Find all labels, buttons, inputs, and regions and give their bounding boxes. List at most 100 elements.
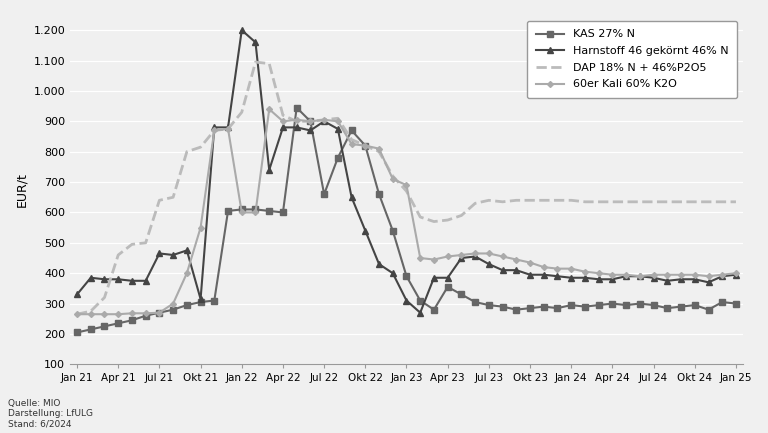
DAP 18% N + 46%P2O5 <box>292 119 301 124</box>
DAP 18% N + 46%P2O5 <box>402 189 411 194</box>
60er Kali 60% K2O <box>333 119 343 124</box>
60er Kali 60% K2O <box>196 225 205 230</box>
Harnstoff 46 gekörnt 46% N <box>375 262 384 267</box>
60er Kali 60% K2O <box>141 311 151 316</box>
60er Kali 60% K2O <box>471 251 480 256</box>
DAP 18% N + 46%P2O5 <box>333 116 343 121</box>
DAP 18% N + 46%P2O5 <box>127 242 137 247</box>
DAP 18% N + 46%P2O5 <box>553 198 562 203</box>
DAP 18% N + 46%P2O5 <box>498 199 507 204</box>
DAP 18% N + 46%P2O5 <box>100 295 109 300</box>
DAP 18% N + 46%P2O5 <box>182 149 191 154</box>
60er Kali 60% K2O <box>567 266 576 271</box>
Harnstoff 46 gekörnt 46% N <box>677 277 686 282</box>
Harnstoff 46 gekörnt 46% N <box>168 252 177 258</box>
DAP 18% N + 46%P2O5 <box>511 198 521 203</box>
Harnstoff 46 gekörnt 46% N <box>72 292 81 297</box>
Harnstoff 46 gekörnt 46% N <box>457 255 466 261</box>
Line: Harnstoff 46 gekörnt 46% N: Harnstoff 46 gekörnt 46% N <box>74 27 739 316</box>
DAP 18% N + 46%P2O5 <box>539 198 548 203</box>
Harnstoff 46 gekörnt 46% N <box>511 268 521 273</box>
Harnstoff 46 gekörnt 46% N <box>319 119 329 124</box>
DAP 18% N + 46%P2O5 <box>361 143 370 148</box>
60er Kali 60% K2O <box>581 269 590 274</box>
60er Kali 60% K2O <box>168 301 177 306</box>
DAP 18% N + 46%P2O5 <box>210 128 219 133</box>
DAP 18% N + 46%P2O5 <box>621 199 631 204</box>
60er Kali 60% K2O <box>731 271 740 276</box>
DAP 18% N + 46%P2O5 <box>196 145 205 150</box>
Harnstoff 46 gekörnt 46% N <box>127 278 137 283</box>
60er Kali 60% K2O <box>155 310 164 315</box>
Harnstoff 46 gekörnt 46% N <box>607 277 617 282</box>
Harnstoff 46 gekörnt 46% N <box>278 125 287 130</box>
DAP 18% N + 46%P2O5 <box>388 173 397 178</box>
Harnstoff 46 gekörnt 46% N <box>210 125 219 130</box>
KAS 27% N <box>443 284 452 290</box>
60er Kali 60% K2O <box>621 272 631 277</box>
DAP 18% N + 46%P2O5 <box>375 149 384 154</box>
KAS 27% N <box>511 307 521 312</box>
60er Kali 60% K2O <box>539 265 548 270</box>
60er Kali 60% K2O <box>690 272 700 277</box>
KAS 27% N <box>607 301 617 306</box>
KAS 27% N <box>581 304 590 309</box>
60er Kali 60% K2O <box>553 266 562 271</box>
KAS 27% N <box>717 300 727 305</box>
Harnstoff 46 gekörnt 46% N <box>182 248 191 253</box>
KAS 27% N <box>347 128 356 133</box>
KAS 27% N <box>361 143 370 148</box>
Harnstoff 46 gekörnt 46% N <box>265 167 274 172</box>
Harnstoff 46 gekörnt 46% N <box>731 272 740 277</box>
DAP 18% N + 46%P2O5 <box>415 214 425 220</box>
Harnstoff 46 gekörnt 46% N <box>581 275 590 280</box>
60er Kali 60% K2O <box>265 107 274 112</box>
DAP 18% N + 46%P2O5 <box>114 252 123 258</box>
DAP 18% N + 46%P2O5 <box>251 59 260 65</box>
Harnstoff 46 gekörnt 46% N <box>525 272 535 277</box>
KAS 27% N <box>210 298 219 303</box>
DAP 18% N + 46%P2O5 <box>457 213 466 218</box>
KAS 27% N <box>333 155 343 160</box>
DAP 18% N + 46%P2O5 <box>663 199 672 204</box>
60er Kali 60% K2O <box>717 272 727 277</box>
Harnstoff 46 gekörnt 46% N <box>402 298 411 303</box>
60er Kali 60% K2O <box>457 252 466 258</box>
60er Kali 60% K2O <box>402 183 411 188</box>
DAP 18% N + 46%P2O5 <box>567 198 576 203</box>
60er Kali 60% K2O <box>388 176 397 181</box>
Harnstoff 46 gekörnt 46% N <box>114 277 123 282</box>
60er Kali 60% K2O <box>429 257 439 262</box>
60er Kali 60% K2O <box>375 146 384 151</box>
KAS 27% N <box>168 307 177 312</box>
KAS 27% N <box>594 303 604 308</box>
DAP 18% N + 46%P2O5 <box>717 199 727 204</box>
Harnstoff 46 gekörnt 46% N <box>621 274 631 279</box>
Harnstoff 46 gekörnt 46% N <box>155 251 164 256</box>
60er Kali 60% K2O <box>677 272 686 277</box>
KAS 27% N <box>525 306 535 311</box>
60er Kali 60% K2O <box>306 119 315 124</box>
DAP 18% N + 46%P2O5 <box>443 217 452 223</box>
KAS 27% N <box>415 298 425 303</box>
KAS 27% N <box>141 313 151 318</box>
KAS 27% N <box>319 192 329 197</box>
KAS 27% N <box>388 228 397 233</box>
KAS 27% N <box>690 303 700 308</box>
Harnstoff 46 gekörnt 46% N <box>306 128 315 133</box>
Harnstoff 46 gekörnt 46% N <box>704 280 713 285</box>
DAP 18% N + 46%P2O5 <box>168 195 177 200</box>
60er Kali 60% K2O <box>210 128 219 133</box>
KAS 27% N <box>114 321 123 326</box>
DAP 18% N + 46%P2O5 <box>237 110 247 115</box>
60er Kali 60% K2O <box>361 143 370 148</box>
DAP 18% N + 46%P2O5 <box>319 117 329 123</box>
Harnstoff 46 gekörnt 46% N <box>553 274 562 279</box>
KAS 27% N <box>621 303 631 308</box>
KAS 27% N <box>292 105 301 110</box>
60er Kali 60% K2O <box>182 271 191 276</box>
KAS 27% N <box>86 327 95 332</box>
Harnstoff 46 gekörnt 46% N <box>594 277 604 282</box>
DAP 18% N + 46%P2O5 <box>86 309 95 314</box>
DAP 18% N + 46%P2O5 <box>141 240 151 246</box>
